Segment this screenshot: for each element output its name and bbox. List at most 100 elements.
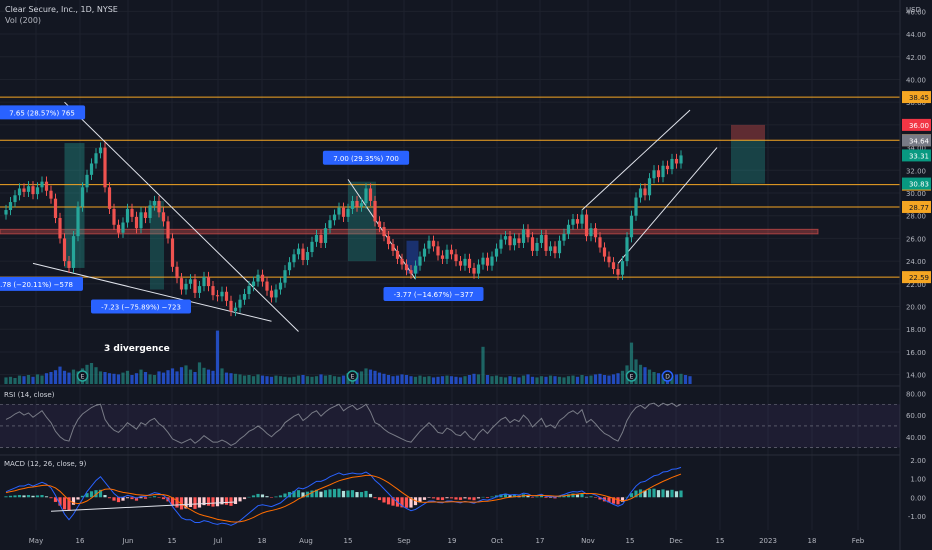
macd-histogram-bar	[503, 493, 508, 498]
volume-bar	[166, 370, 170, 384]
macd-histogram-bar	[260, 494, 265, 498]
candle-body	[386, 236, 391, 245]
price-tag-text: 38.45	[909, 94, 929, 102]
volume-bar	[593, 374, 598, 384]
candle-body	[593, 228, 598, 238]
candle-body	[494, 248, 499, 257]
candle-body	[454, 254, 458, 262]
candle-body	[256, 274, 260, 282]
time-tick-label: 2023	[759, 537, 777, 545]
price-tag-text: 22.59	[909, 274, 929, 282]
macd-histogram-bar	[544, 497, 548, 499]
volume-bar	[8, 376, 13, 384]
macd-histogram-bar	[337, 488, 341, 498]
volume-bar	[13, 378, 17, 384]
price-tick-label: 20.00	[906, 304, 926, 312]
volume-bar	[571, 375, 575, 384]
volume-bar	[620, 370, 625, 384]
volume-bar	[112, 373, 116, 384]
volume-bar	[256, 374, 260, 384]
volume-bar	[197, 362, 202, 384]
macd-histogram-bar	[350, 490, 355, 498]
time-axis[interactable]: May 16 Jun 15 Jul 18 Aug 15 Sep 19 Oct 17 Nov 15 Dec 15…	[29, 537, 865, 545]
candle-body	[499, 239, 503, 249]
macd-histogram-bar	[35, 495, 40, 498]
volume-bar	[382, 373, 386, 384]
macd-histogram-bar	[553, 497, 557, 499]
macd-histogram-bar	[647, 489, 652, 498]
horizontal-levels[interactable]	[0, 96, 900, 278]
macd-histogram-bar	[454, 497, 458, 500]
candle-body	[130, 208, 134, 217]
macd-histogram-bar	[665, 490, 670, 498]
macd-histogram-bar	[269, 497, 274, 498]
candle-body	[161, 212, 166, 222]
macd-histogram-bar	[382, 497, 386, 503]
macd-histogram-bar	[341, 490, 346, 498]
price-tick-label: 14.00	[906, 372, 926, 380]
macd-histogram-bar	[472, 497, 476, 501]
volume-bar	[454, 376, 458, 384]
macd-histogram-bar	[202, 497, 206, 506]
volume-bar	[364, 368, 368, 384]
candle-body	[44, 181, 49, 191]
measure-label-bg	[0, 276, 83, 291]
volume-bar	[440, 376, 445, 384]
macd-histogram-bar	[566, 494, 571, 498]
macd-histogram-bar	[130, 497, 134, 500]
volume-bar	[238, 374, 242, 384]
macd-histogram-bar	[539, 495, 544, 498]
macd-histogram-bar	[157, 497, 161, 498]
volume-bar	[557, 376, 562, 384]
macd-histogram-bar	[247, 496, 251, 498]
candle-body	[670, 158, 674, 170]
volume-indicator-label[interactable]: Vol (200)	[5, 16, 41, 25]
candle-body	[427, 240, 431, 249]
macd-histogram-bar	[364, 490, 368, 498]
symbol-title[interactable]: Clear Secure, Inc., 1D, NYSE	[5, 5, 118, 14]
rsi-title[interactable]: RSI (14, close)	[4, 391, 55, 399]
candle-body	[229, 300, 233, 312]
volume-bar	[323, 375, 328, 384]
macd-histogram-bar	[283, 493, 287, 498]
volume-bar	[386, 375, 391, 384]
macd-title[interactable]: MACD (12, 26, close, 9)	[4, 460, 87, 468]
measure-label-text: -3.77 (−14.67%) −377	[394, 291, 474, 299]
candle-body	[503, 236, 508, 240]
measure-label-text: -5.78 (−20.11%) −578	[0, 281, 73, 289]
time-tick-label: 18	[808, 537, 817, 545]
measure-label-bg	[0, 105, 86, 120]
macd-histogram-bar	[170, 497, 175, 506]
volume-bar	[481, 346, 485, 384]
volume-bar	[220, 368, 224, 384]
candle-body	[400, 258, 404, 265]
price-tick-label: 18.00	[906, 326, 926, 334]
macd-histogram-bar	[643, 490, 647, 498]
candle-body	[476, 264, 481, 274]
candle-body	[85, 174, 89, 188]
time-tick-label: Dec	[669, 537, 683, 545]
volume-bar	[98, 371, 103, 384]
event-marker-label: E	[351, 374, 355, 381]
volume-bar	[499, 376, 503, 384]
candle-body	[292, 254, 296, 263]
volume-bar	[139, 369, 143, 384]
volume-bar	[341, 375, 346, 384]
time-tick-label: 16	[76, 537, 85, 545]
price-tag-bg	[902, 91, 931, 104]
macd-histogram-bar	[188, 497, 193, 507]
volume-bar	[526, 374, 530, 384]
volume-bar	[445, 375, 449, 384]
candle-body	[31, 186, 35, 195]
macd-histogram-bar	[215, 497, 220, 507]
measure-box-down	[150, 200, 164, 290]
macd-histogram-bar	[278, 495, 283, 498]
volume-bar	[679, 373, 683, 384]
volume-bar	[652, 372, 656, 384]
stop-loss-zone	[731, 124, 765, 141]
trend-lines[interactable]	[32, 101, 718, 332]
volume-bar	[188, 369, 193, 384]
volume-bar	[436, 376, 440, 384]
macd-histogram-bar	[535, 496, 539, 498]
